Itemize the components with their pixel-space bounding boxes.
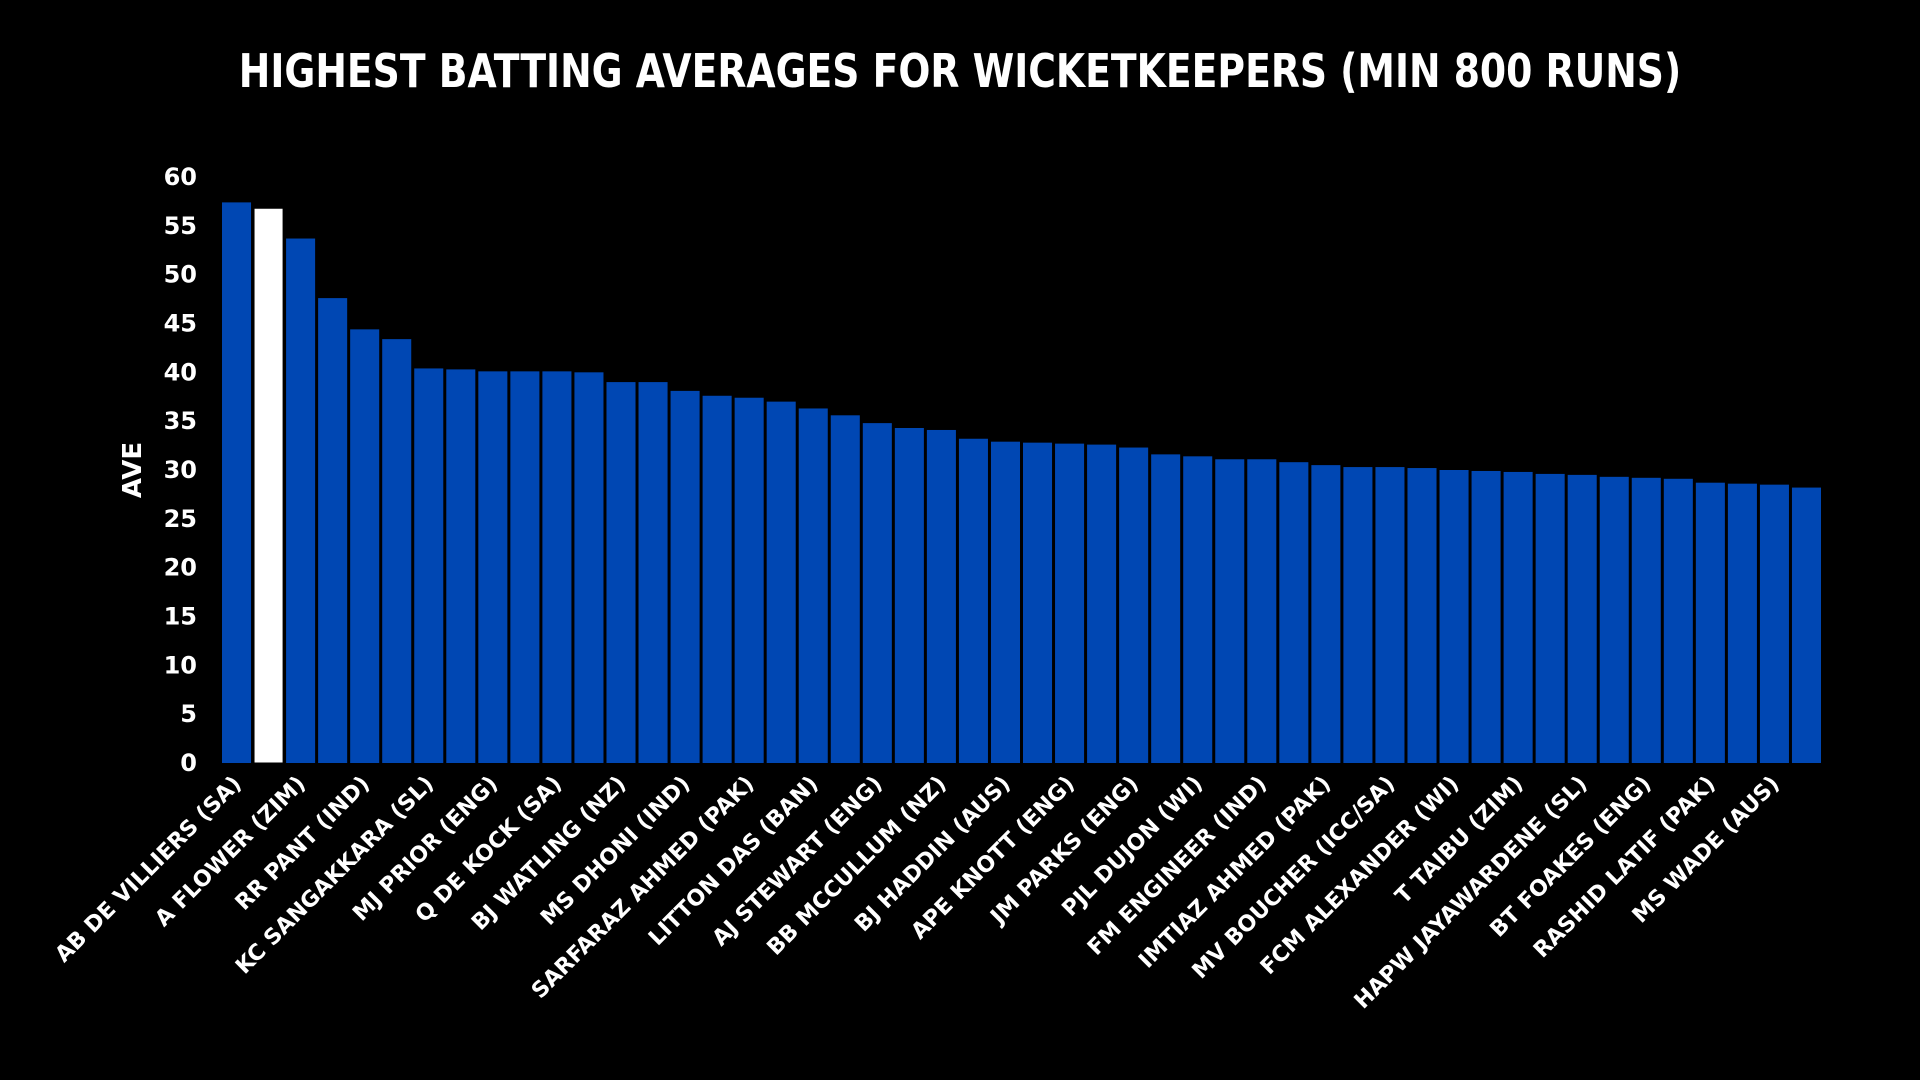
y-tick-label: 40 [164,358,197,386]
bar [1023,442,1053,763]
bar [1183,456,1213,763]
y-tick-label: 25 [164,505,197,533]
bar [574,372,604,763]
bar [1535,473,1565,763]
y-tick-label: 0 [180,749,197,777]
bar [1471,470,1501,763]
bar [446,369,476,763]
bar [350,329,380,763]
bar [862,423,892,763]
chart-title: HIGHEST BATTING AVERAGES FOR WICKETKEEPE… [238,44,1682,98]
y-tick-label: 45 [164,310,197,338]
bar [318,298,348,763]
y-tick-label: 50 [164,261,197,289]
bar [766,401,796,763]
bar [1119,447,1149,763]
bar [1727,483,1757,763]
bar [286,238,316,763]
bar [638,382,668,763]
bar [990,441,1020,763]
bar [478,371,508,763]
bars-group [222,202,1821,764]
y-tick-label: 55 [164,212,197,240]
bar [1055,443,1085,763]
bar [702,395,732,763]
bar [1151,454,1181,763]
y-tick-label: 10 [164,651,197,679]
bar [830,415,860,763]
y-axis-ticks: 0 5 10 15 20 25 30 35 40 45 50 55 60 [164,163,197,777]
bar [1215,459,1245,763]
bar [1631,477,1661,763]
bar [606,382,636,763]
bar [1343,467,1373,763]
y-tick-label: 30 [164,456,197,484]
bar [1375,467,1405,763]
bar [1279,462,1309,763]
bar [382,339,412,763]
bar [414,368,444,763]
y-axis-label: AVE [118,442,148,498]
y-tick-label: 15 [164,603,197,631]
bar [1247,459,1277,763]
x-category-label: HAPW JAYAWARDENE (SL) [1350,772,1593,1015]
bar [222,202,252,763]
bar [1599,476,1629,763]
bar [926,429,956,763]
bar [1503,471,1533,763]
bar [894,428,924,763]
bar [1791,487,1821,763]
bar [1759,484,1789,763]
bar [1663,478,1693,763]
bar [542,371,572,763]
bar [510,371,540,763]
y-tick-label: 60 [164,163,197,191]
bar [734,397,764,763]
bar [1567,474,1597,763]
bar [1695,482,1725,763]
y-tick-label: 35 [164,407,197,435]
x-axis-labels: AB DE VILLIERS (SA)A FLOWER (ZIM)RR PANT… [51,772,1785,1015]
bar [670,390,700,763]
bar [253,207,284,764]
bar [798,408,828,763]
bar [1439,470,1469,763]
y-tick-label: 20 [164,554,197,582]
bar [958,438,988,763]
y-tick-label: 5 [180,700,197,728]
bar [1087,444,1117,763]
bar [1311,465,1341,763]
bar [1407,468,1437,763]
